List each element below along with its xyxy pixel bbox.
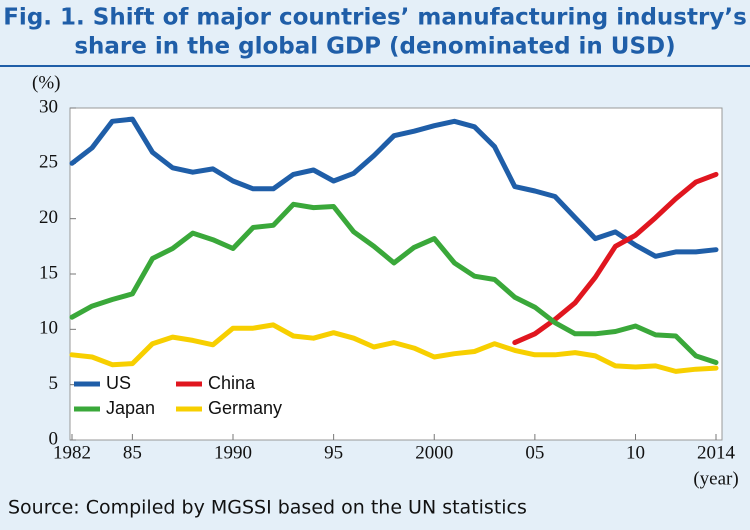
y-tick-label: 30 [39,96,58,117]
y-tick-label: 5 [49,373,59,394]
legend-label: China [208,373,256,393]
x-tick-label: 1982 [53,442,91,463]
x-tick-label: 10 [626,442,645,463]
x-tick-label: 85 [123,442,142,463]
legend-label: Japan [106,398,155,418]
plot-area [69,107,723,441]
x-tick-label: 2014 [697,442,736,463]
y-tick-label: 15 [39,262,58,283]
legend-label: US [106,373,131,393]
y-tick-label: 25 [39,152,58,173]
y-tick-label: 0 [49,428,59,449]
series-line [512,171,719,346]
source-note: Source: Compiled by MGSSI based on the U… [8,497,527,519]
x-tick-label: 95 [324,442,343,463]
series-line [69,116,719,259]
x-tick-label: 2000 [415,442,453,463]
legend-label: Germany [208,398,282,418]
series-line [69,201,719,365]
chart-title: share in the global GDP (denominated in … [74,34,675,60]
y-tick-label: 20 [39,207,58,228]
series-line [69,322,719,374]
y-tick-label: 10 [39,318,58,339]
x-tick-label: 1990 [214,442,252,463]
chart-title: Fig. 1. Shift of major countries’ manufa… [3,5,747,31]
x-axis-label: (year) [693,468,738,489]
y-axis-label: (%) [32,72,60,93]
x-tick-label: 05 [525,442,544,463]
